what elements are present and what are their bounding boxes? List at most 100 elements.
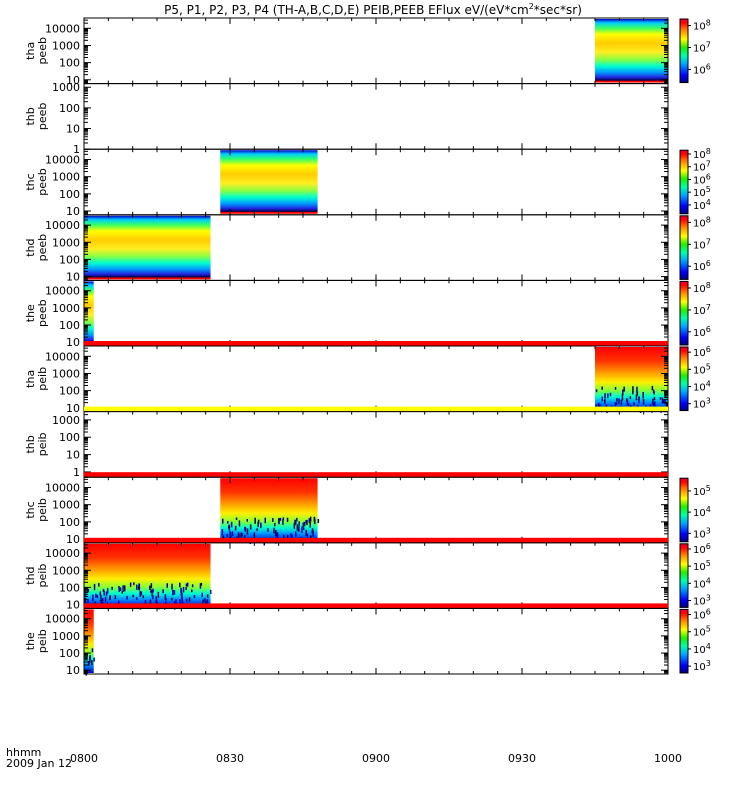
panel-thb-peib: 1 10 100 1000 thb peib bbox=[24, 406, 669, 479]
noise-speck bbox=[136, 584, 138, 590]
y-tick-label: 100 bbox=[59, 647, 80, 660]
panel-label-probe: thd bbox=[24, 238, 37, 256]
noise-speck bbox=[302, 522, 304, 528]
y-tick-label: 10000 bbox=[45, 547, 80, 560]
spectrogram-block bbox=[84, 281, 94, 345]
noise-speck bbox=[164, 593, 167, 600]
noise-speck bbox=[227, 521, 229, 524]
colorbar-scale bbox=[679, 18, 689, 84]
panel-frame bbox=[83, 476, 669, 544]
noise-speck bbox=[102, 598, 104, 602]
y-tick-label: 1000 bbox=[52, 630, 80, 643]
noise-speck bbox=[91, 660, 93, 666]
panel-label-product: peib bbox=[36, 498, 49, 522]
noise-speck bbox=[149, 599, 152, 605]
colorbar-tick-label: 106 bbox=[693, 608, 711, 622]
noise-speck bbox=[633, 402, 635, 406]
noise-speck bbox=[305, 520, 307, 524]
colorbar-tick-label: 108 bbox=[693, 19, 711, 33]
noise-speck bbox=[264, 517, 266, 524]
noise-speck bbox=[662, 399, 665, 404]
colorbar-tick-label: 106 bbox=[693, 325, 711, 339]
colorbar: 108 107 106 bbox=[679, 18, 711, 84]
y-tick-label: 1000 bbox=[52, 81, 80, 94]
noise-speck bbox=[632, 391, 634, 395]
noise-speck bbox=[599, 403, 601, 407]
noise-speck bbox=[607, 393, 609, 399]
panel-tha-peib: 10 100 1000 10000 tha peib 106 105 104 103 bbox=[24, 341, 711, 415]
noise-speck bbox=[302, 527, 305, 531]
colorbar-tick-label: 105 bbox=[693, 185, 711, 199]
colorbar-tick-label: 104 bbox=[693, 642, 711, 656]
noise-speck bbox=[303, 521, 306, 527]
colorbar-scale bbox=[679, 346, 689, 412]
noise-speck bbox=[199, 583, 202, 589]
noise-speck bbox=[645, 404, 647, 409]
noise-speck bbox=[121, 590, 123, 594]
panel-thc-peib: 10 100 1000 10000 thc peib 105 104 103 bbox=[24, 472, 711, 546]
noise-speck bbox=[93, 583, 96, 591]
noise-speck bbox=[282, 519, 284, 525]
noise-speck bbox=[310, 535, 312, 541]
noise-speck bbox=[138, 586, 140, 590]
noise-speck bbox=[179, 599, 181, 606]
colorbar-tick-label: 103 bbox=[693, 594, 711, 608]
panel-label-probe: thc bbox=[24, 173, 37, 190]
y-tick-label: 1000 bbox=[52, 39, 80, 52]
y-tick-label: 1 bbox=[73, 143, 80, 156]
panel-label-product: peeb bbox=[36, 234, 49, 262]
noise-speck bbox=[171, 583, 173, 590]
y-tick-label: 10 bbox=[66, 533, 80, 546]
panel-thd-peib: 10 100 1000 10000 thd peib 106 105 104 103 bbox=[24, 537, 711, 612]
y-tick-label: 10 bbox=[66, 205, 80, 218]
noise-speck bbox=[636, 391, 639, 396]
noise-speck bbox=[181, 596, 183, 603]
noise-speck bbox=[652, 402, 655, 407]
colorbar-tick-label: 104 bbox=[693, 198, 711, 212]
title-end: *sec*sr) bbox=[534, 3, 582, 17]
panel-label-product: peib bbox=[36, 367, 49, 391]
panel-label-product: peeb bbox=[36, 37, 49, 65]
colorbar-tick-label: 103 bbox=[693, 397, 711, 411]
noise-speck bbox=[118, 588, 120, 592]
spectrogram-block bbox=[220, 150, 318, 214]
noise-speck bbox=[286, 517, 289, 522]
panel-thd-peeb: 10 100 1000 10000 thd peeb 108 107 106 bbox=[24, 214, 711, 284]
noise-speck bbox=[626, 399, 629, 406]
noise-speck bbox=[278, 518, 280, 524]
panel-label-probe: tha bbox=[24, 42, 37, 60]
noise-speck bbox=[144, 600, 147, 605]
colorbar-tick-label: 107 bbox=[693, 303, 711, 317]
spectrogram-block bbox=[595, 347, 668, 411]
y-tick-label: 1000 bbox=[52, 171, 80, 184]
y-tick-label: 10 bbox=[66, 664, 80, 677]
noise-speck bbox=[274, 522, 276, 527]
noise-speck bbox=[638, 398, 640, 404]
spectrogram-block bbox=[84, 215, 211, 280]
y-tick-label: 10000 bbox=[45, 482, 80, 495]
y-tick-label: 10000 bbox=[45, 613, 80, 626]
y-tick-label: 1000 bbox=[52, 302, 80, 315]
noise-speck bbox=[157, 591, 160, 598]
panel-frame bbox=[83, 411, 669, 478]
noise-speck bbox=[279, 517, 282, 521]
colorbar-scale bbox=[679, 608, 689, 674]
colorbar-tick-label: 103 bbox=[693, 659, 711, 673]
noise-speck bbox=[652, 389, 655, 394]
noise-speck bbox=[601, 396, 603, 402]
noise-speck bbox=[254, 517, 256, 524]
panel-the-peeb: 10 100 1000 10000 the peeb 108 107 106 bbox=[24, 279, 711, 349]
noise-speck bbox=[298, 521, 300, 526]
noise-speck bbox=[636, 386, 638, 393]
noise-speck bbox=[132, 594, 134, 598]
x-tick-label: 0800 bbox=[70, 752, 98, 765]
colorbar: 106 105 104 103 bbox=[679, 608, 711, 674]
colorbar-tick-label: 105 bbox=[693, 559, 711, 573]
status-bar bbox=[84, 472, 668, 478]
noise-speck bbox=[311, 530, 313, 534]
noise-speck bbox=[626, 398, 628, 402]
colorbar-tick-label: 107 bbox=[693, 160, 711, 174]
noise-speck bbox=[614, 387, 617, 390]
spectrogram-block bbox=[595, 19, 668, 83]
noise-speck bbox=[604, 393, 606, 399]
